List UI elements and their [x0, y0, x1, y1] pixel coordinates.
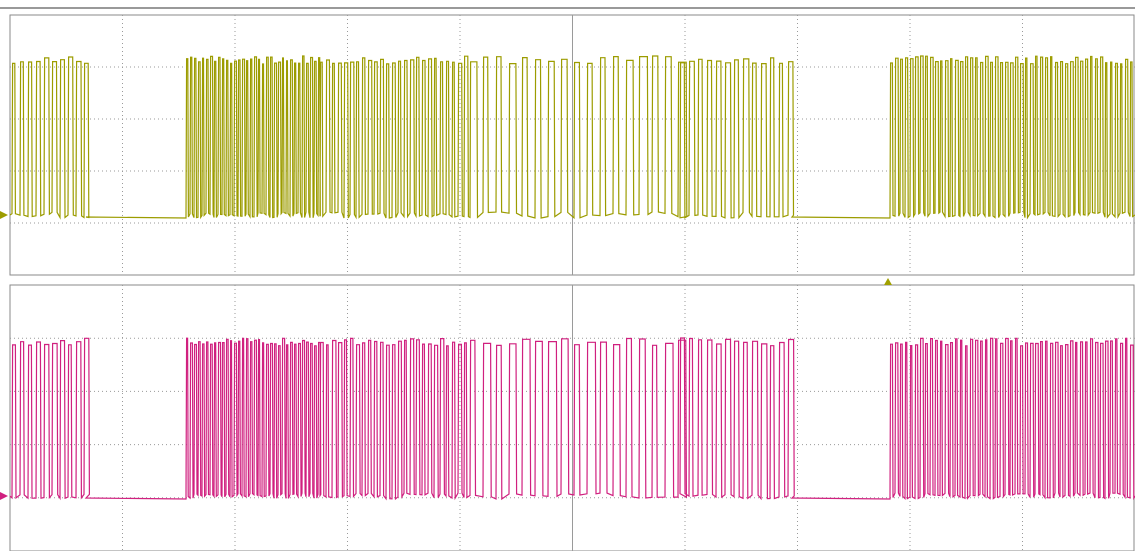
channel-marker: [0, 492, 8, 500]
panels: [0, 14, 1135, 551]
trigger-marker: [884, 278, 892, 285]
waveform-trace: [9, 55, 1135, 220]
scope-panel: [0, 284, 1135, 551]
waveform-trace: [9, 337, 1135, 501]
scope-panel: [0, 14, 1135, 276]
channel-marker: [0, 211, 8, 219]
